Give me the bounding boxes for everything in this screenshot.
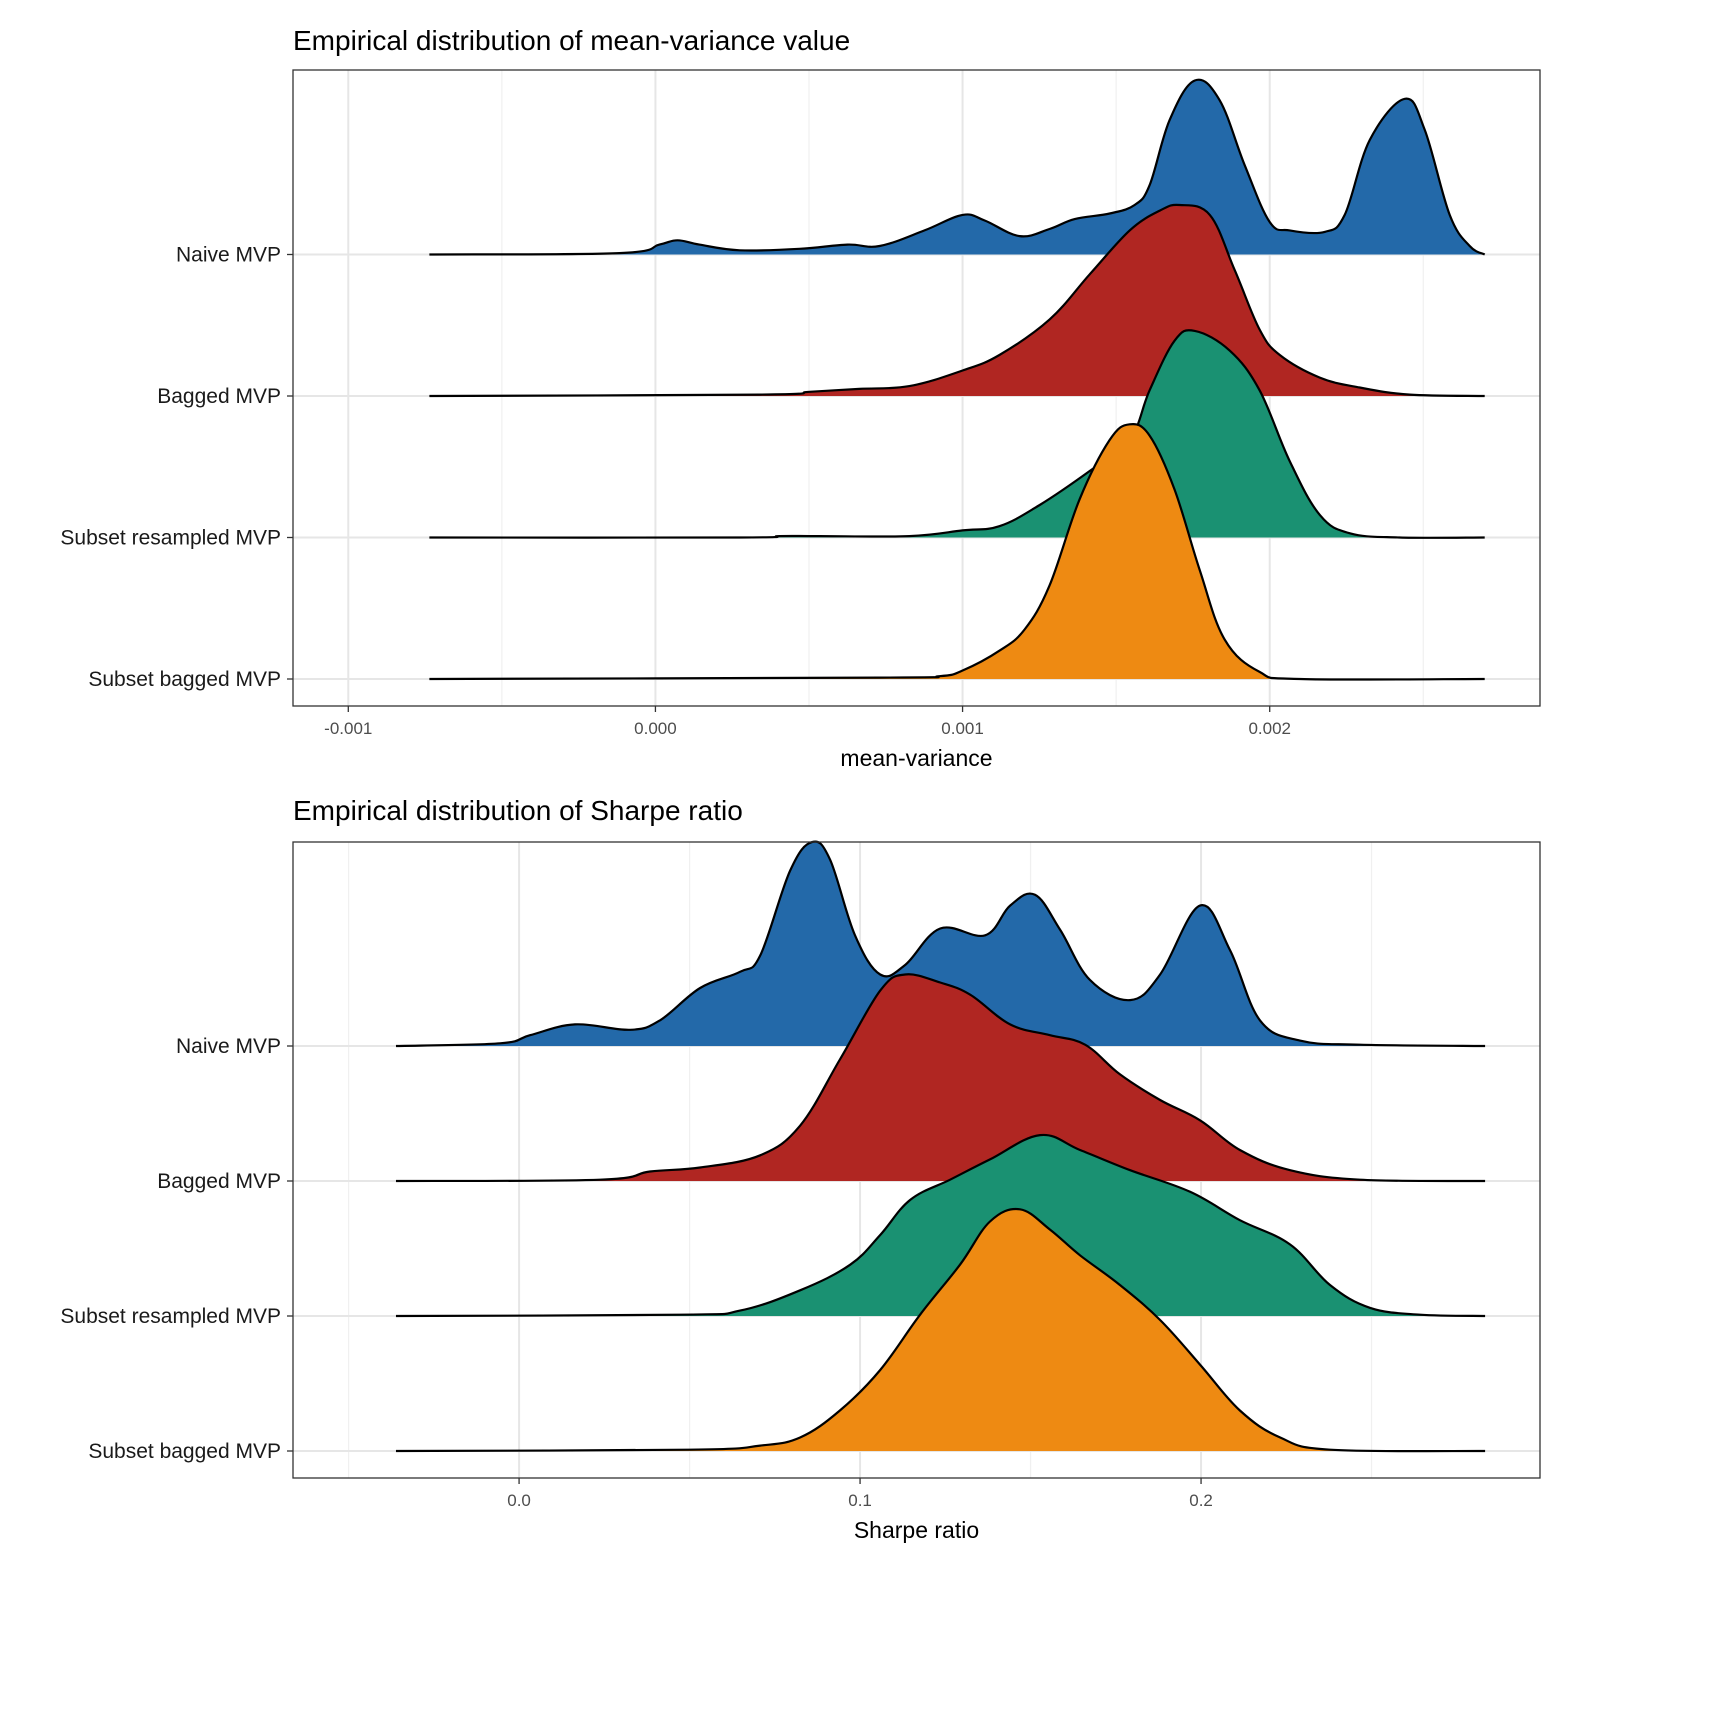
density-fill-1 [395, 974, 1486, 1182]
x-axis-title: Sharpe ratio [854, 1517, 979, 1543]
x-tick-label: 0.001 [941, 719, 984, 738]
density-line-0 [395, 840, 1486, 1048]
x-tick-label: 0.000 [634, 719, 677, 738]
density-fill-3 [395, 1209, 1486, 1452]
density-fill-0 [395, 841, 1486, 1046]
density-line-3 [429, 422, 1485, 681]
x-tick-label: 0.2 [1189, 1491, 1213, 1510]
density-fill-2 [429, 330, 1485, 538]
density-line-2 [395, 1133, 1486, 1318]
x-tick-label: 0.0 [507, 1491, 531, 1510]
y-tick-label: Naive MVP [176, 1035, 281, 1058]
density-line-3 [395, 1207, 1486, 1453]
x-tick-label: -0.001 [324, 719, 372, 738]
density-line-0 [429, 78, 1486, 256]
density-line-1 [429, 203, 1485, 398]
x-tick-label: 0.1 [848, 1491, 872, 1510]
density-line-2 [429, 329, 1485, 539]
x-tick-label: 0.002 [1248, 719, 1291, 738]
chart-panel-1: Empirical distribution of Sharpe ratio Na… [60, 795, 1541, 1543]
density-fill-0 [429, 79, 1485, 255]
density-line-1 [395, 973, 1486, 1183]
y-tick-label: Subset bagged MVP [88, 668, 281, 691]
y-tick-label: Subset resampled MVP [60, 527, 281, 550]
y-tick-label: Subset resampled MVP [60, 1305, 281, 1328]
density-fill-3 [429, 424, 1485, 680]
y-tick-label: Naive MVP [176, 244, 281, 267]
chart-title: Empirical distribution of mean-variance … [293, 25, 850, 56]
density-fill-2 [395, 1134, 1486, 1316]
chart-title: Empirical distribution of Sharpe ratio [293, 795, 743, 826]
panel-border [292, 69, 1541, 707]
x-axis-title: mean-variance [840, 745, 992, 771]
panel-border [292, 841, 1541, 1479]
y-tick-label: Bagged MVP [157, 385, 281, 408]
chart-panel-0: Empirical distribution of mean-variance … [60, 25, 1541, 771]
y-tick-label: Subset bagged MVP [88, 1440, 281, 1463]
y-tick-label: Bagged MVP [157, 1170, 281, 1193]
